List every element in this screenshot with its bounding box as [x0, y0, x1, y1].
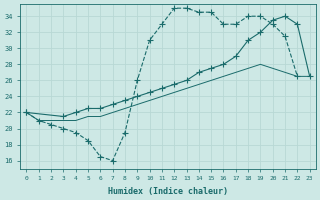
X-axis label: Humidex (Indice chaleur): Humidex (Indice chaleur)	[108, 187, 228, 196]
